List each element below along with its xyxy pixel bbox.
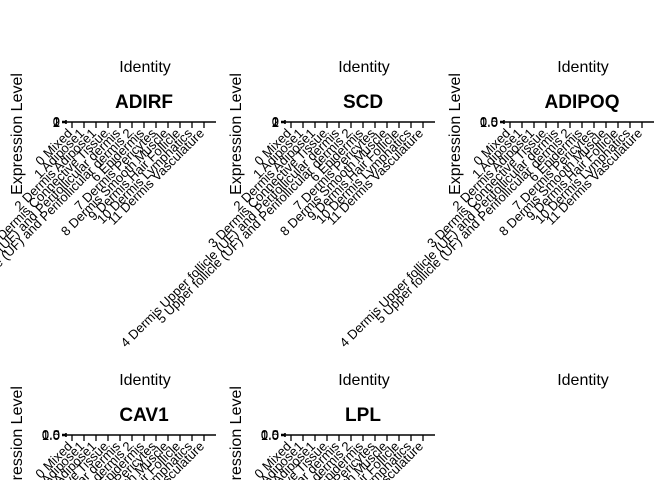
y-tick-label: 0.5 [261,428,279,443]
x-axis-title: Identity [338,372,390,389]
y-tick-label: 0.0 [261,427,279,442]
y-tick-label: 0.0 [42,427,60,442]
panel-title-adipoq: ADIPOQ [545,92,620,113]
x-axis-title-empty-panel: Identity [557,372,609,389]
x-axis-title: Identity [338,59,390,76]
y-tick-label: 1 [53,115,60,130]
x-axis-title: Identity [119,59,171,76]
y-tick-label: 1 [272,115,279,130]
y-axis-title: Expression Level [9,73,26,195]
y-tick-label: 1.0 [480,115,498,130]
y-tick-label: 1.0 [261,428,279,443]
panel-title-cav1: CAV1 [119,405,169,426]
y-axis-title: Expression Level [9,386,26,480]
y-axis-title: Expression Level [228,386,245,480]
y-tick-label: 2 [272,115,279,130]
y-tick-label: 0.5 [480,115,498,130]
panel-title-scd: SCD [343,92,383,113]
y-tick-label: 0 [53,114,60,129]
y-tick-label: 0.5 [42,428,60,443]
x-axis-title: Identity [119,372,171,389]
y-axis-title: Expression Level [228,73,245,195]
y-axis-title: Expression Level [447,73,464,195]
y-tick-label: 0 [272,114,279,129]
y-tick-label: 0.0 [480,114,498,129]
panel-title-lpl: LPL [345,405,381,426]
y-tick-label: 1.0 [42,428,60,443]
x-axis-title: Identity [557,59,609,76]
panel-title-adirf: ADIRF [115,92,173,113]
y-tick-label: 2 [53,115,60,130]
